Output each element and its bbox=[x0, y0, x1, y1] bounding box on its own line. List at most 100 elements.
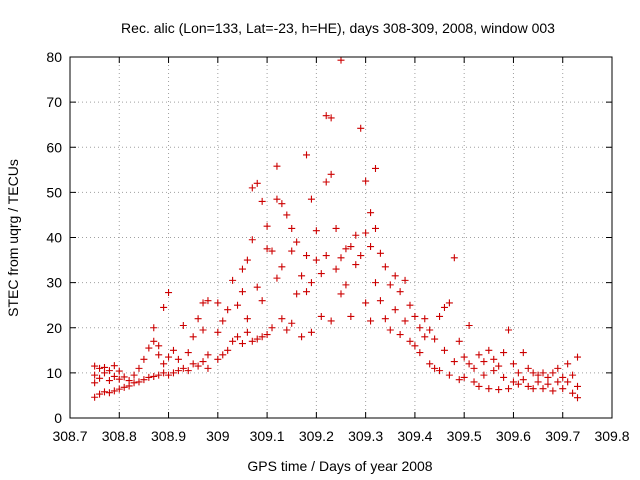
data-point bbox=[283, 211, 291, 219]
data-point bbox=[253, 283, 261, 291]
data-point bbox=[160, 360, 168, 368]
data-point bbox=[539, 385, 547, 393]
data-point bbox=[337, 254, 345, 262]
data-point bbox=[155, 342, 163, 350]
x-tick-label: 309.7 bbox=[545, 428, 580, 444]
data-point bbox=[115, 375, 123, 383]
data-point bbox=[381, 263, 389, 271]
data-point bbox=[406, 301, 414, 309]
x-tick-label: 309.4 bbox=[397, 428, 432, 444]
data-point bbox=[105, 367, 113, 375]
data-point bbox=[436, 312, 444, 320]
data-points bbox=[91, 56, 582, 402]
data-point bbox=[367, 317, 375, 325]
data-point bbox=[278, 315, 286, 323]
data-point bbox=[96, 364, 104, 372]
data-point bbox=[278, 200, 286, 208]
data-point bbox=[460, 353, 468, 361]
data-point bbox=[243, 256, 251, 264]
data-point bbox=[322, 112, 330, 120]
y-tick-label: 0 bbox=[54, 410, 62, 426]
data-point bbox=[401, 276, 409, 284]
data-point bbox=[574, 382, 582, 390]
data-point bbox=[263, 245, 271, 253]
data-point bbox=[421, 333, 429, 341]
data-point bbox=[224, 346, 232, 354]
data-point bbox=[490, 355, 498, 363]
data-point bbox=[490, 367, 498, 375]
data-point bbox=[327, 170, 335, 178]
data-point bbox=[145, 373, 153, 381]
data-point bbox=[371, 224, 379, 232]
data-point bbox=[509, 360, 517, 368]
data-point bbox=[554, 378, 562, 386]
data-point bbox=[431, 335, 439, 343]
data-point bbox=[485, 346, 493, 354]
data-point bbox=[455, 376, 463, 384]
data-point bbox=[110, 387, 118, 395]
data-point bbox=[411, 312, 419, 320]
data-point bbox=[475, 382, 483, 390]
x-tick-label: 309.6 bbox=[496, 428, 531, 444]
data-point bbox=[376, 249, 384, 257]
axis-ticks bbox=[69, 56, 613, 419]
y-tick-label: 40 bbox=[46, 230, 62, 246]
data-point bbox=[179, 321, 187, 329]
data-point bbox=[569, 389, 577, 397]
chart-title: Rec. alic (Lon=133, Lat=-23, h=HE), days… bbox=[121, 20, 555, 36]
data-point bbox=[105, 389, 113, 397]
data-point bbox=[445, 371, 453, 379]
data-point bbox=[445, 299, 453, 307]
data-point bbox=[450, 358, 458, 366]
data-point bbox=[505, 385, 513, 393]
x-tick-label: 309.2 bbox=[299, 428, 334, 444]
data-point bbox=[559, 385, 567, 393]
data-point bbox=[495, 362, 503, 370]
data-point bbox=[174, 355, 182, 363]
data-point bbox=[347, 243, 355, 251]
x-tick-label: 308.7 bbox=[52, 428, 87, 444]
data-point bbox=[475, 351, 483, 359]
data-point bbox=[243, 315, 251, 323]
data-point bbox=[514, 380, 522, 388]
data-point bbox=[91, 362, 99, 370]
data-point bbox=[391, 272, 399, 280]
data-point bbox=[263, 331, 271, 339]
data-point bbox=[509, 378, 517, 386]
data-point bbox=[312, 227, 320, 235]
data-point bbox=[214, 299, 222, 307]
data-point bbox=[357, 124, 365, 132]
data-point bbox=[120, 383, 128, 391]
data-point bbox=[500, 373, 508, 381]
data-point bbox=[140, 376, 148, 384]
data-point bbox=[352, 231, 360, 239]
data-point bbox=[303, 252, 311, 260]
data-point bbox=[224, 306, 232, 314]
x-tick-label: 309.5 bbox=[447, 428, 482, 444]
data-point bbox=[238, 340, 246, 348]
data-point bbox=[470, 364, 478, 372]
data-point bbox=[219, 351, 227, 359]
data-point bbox=[544, 380, 552, 388]
data-point bbox=[268, 324, 276, 332]
data-point bbox=[169, 346, 177, 354]
data-point bbox=[342, 245, 350, 253]
data-point bbox=[110, 362, 118, 370]
data-point bbox=[160, 303, 168, 311]
data-point bbox=[411, 342, 419, 350]
data-point bbox=[234, 301, 242, 309]
data-point bbox=[258, 333, 266, 341]
data-point bbox=[96, 390, 104, 398]
data-point bbox=[505, 326, 513, 334]
data-point bbox=[150, 372, 158, 380]
data-point bbox=[288, 224, 296, 232]
data-point bbox=[145, 344, 153, 352]
data-point bbox=[179, 364, 187, 372]
data-point bbox=[322, 252, 330, 260]
data-point bbox=[91, 371, 99, 379]
data-point bbox=[524, 382, 532, 390]
data-point bbox=[273, 274, 281, 282]
data-point bbox=[253, 179, 261, 187]
data-point bbox=[352, 261, 360, 269]
